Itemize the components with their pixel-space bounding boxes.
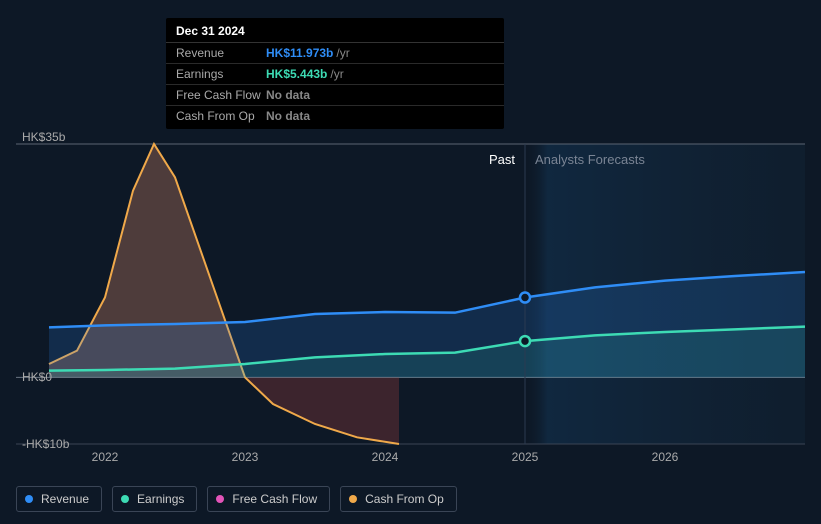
tooltip-row: Free Cash FlowNo data bbox=[166, 85, 504, 106]
legend-dot bbox=[121, 495, 129, 503]
legend-dot bbox=[25, 495, 33, 503]
legend-item-revenue[interactable]: Revenue bbox=[16, 486, 102, 512]
legend-item-cash_from_op[interactable]: Cash From Op bbox=[340, 486, 457, 512]
chart-tooltip: Dec 31 2024 RevenueHK$11.973b/yrEarnings… bbox=[166, 18, 504, 129]
tooltip-date: Dec 31 2024 bbox=[166, 18, 504, 43]
x-axis-tick-label: 2023 bbox=[232, 450, 259, 464]
tooltip-row: Cash From OpNo data bbox=[166, 106, 504, 129]
forecast-section-label: Analysts Forecasts bbox=[535, 152, 645, 167]
tooltip-row-suffix: /yr bbox=[336, 46, 349, 60]
tooltip-row-label: Cash From Op bbox=[176, 109, 266, 123]
x-axis-tick-label: 2026 bbox=[652, 450, 679, 464]
tooltip-row-value: No data bbox=[266, 109, 310, 123]
legend-item-earnings[interactable]: Earnings bbox=[112, 486, 197, 512]
legend-label: Cash From Op bbox=[365, 492, 444, 506]
y-axis-min-label: -HK$10b bbox=[22, 437, 69, 451]
x-axis-tick-label: 2022 bbox=[92, 450, 119, 464]
tooltip-row-suffix: /yr bbox=[330, 67, 343, 81]
x-axis-tick-label: 2025 bbox=[512, 450, 539, 464]
legend-dot bbox=[216, 495, 224, 503]
tooltip-row: EarningsHK$5.443b/yr bbox=[166, 64, 504, 85]
x-axis-tick-label: 2024 bbox=[372, 450, 399, 464]
legend-label: Free Cash Flow bbox=[232, 492, 317, 506]
tooltip-row-value: No data bbox=[266, 88, 310, 102]
legend-item-free_cash_flow[interactable]: Free Cash Flow bbox=[207, 486, 330, 512]
chart-legend: Revenue Earnings Free Cash Flow Cash From O… bbox=[16, 486, 457, 512]
legend-label: Revenue bbox=[41, 492, 89, 506]
tooltip-row: RevenueHK$11.973b/yr bbox=[166, 43, 504, 64]
tooltip-row-label: Revenue bbox=[176, 46, 266, 60]
y-axis-max-label: HK$35b bbox=[22, 130, 65, 144]
legend-dot bbox=[349, 495, 357, 503]
tooltip-row-value: HK$11.973b bbox=[266, 46, 333, 60]
y-axis-zero-label: HK$0 bbox=[22, 370, 52, 384]
tooltip-row-label: Earnings bbox=[176, 67, 266, 81]
tooltip-row-value: HK$5.443b bbox=[266, 67, 327, 81]
past-section-label: Past bbox=[489, 152, 515, 167]
legend-label: Earnings bbox=[137, 492, 184, 506]
chart-area: HK$35b HK$0 -HK$10b Past Analysts Foreca… bbox=[16, 120, 805, 450]
chart-svg bbox=[16, 120, 805, 450]
tooltip-row-label: Free Cash Flow bbox=[176, 88, 266, 102]
